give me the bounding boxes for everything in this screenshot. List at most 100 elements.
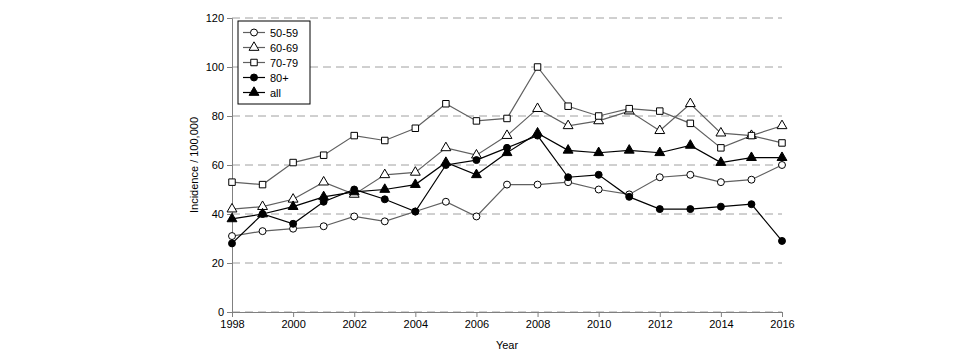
plot: 1998200020022004200620082010201220142016…	[206, 12, 795, 330]
marker	[655, 147, 665, 156]
tick-mark	[415, 312, 416, 317]
marker	[594, 147, 604, 156]
tick-mark	[476, 312, 477, 317]
marker	[473, 118, 479, 124]
grid-line	[232, 18, 782, 19]
marker	[441, 142, 451, 151]
marker	[381, 196, 388, 203]
x-axis-title: Year	[496, 339, 519, 351]
marker	[655, 125, 665, 134]
marker	[259, 181, 265, 187]
legend: 50-5960-6970-7980+all	[238, 21, 310, 104]
tick-mark	[538, 312, 539, 317]
tick: 2014	[709, 312, 733, 330]
series-line	[232, 104, 782, 209]
marker	[656, 206, 663, 213]
marker	[656, 174, 663, 181]
tick-mark	[293, 312, 294, 317]
tick-mark	[227, 165, 232, 166]
marker	[563, 145, 573, 154]
marker	[563, 120, 573, 129]
tick-label: 60	[212, 159, 224, 171]
marker	[259, 228, 266, 235]
series-line	[232, 165, 782, 236]
legend-label: 50-59	[270, 27, 298, 39]
tick-mark	[227, 312, 232, 313]
tick: 0	[218, 306, 232, 318]
tick-label: 100	[206, 61, 224, 73]
tick-label: 2000	[281, 318, 305, 330]
legend-marker	[251, 59, 257, 65]
marker	[595, 113, 601, 119]
marker	[687, 206, 694, 213]
marker	[412, 208, 419, 215]
tick: 2002	[342, 312, 366, 330]
marker	[382, 137, 388, 143]
tick: 60	[212, 159, 232, 171]
marker	[595, 186, 602, 193]
grid-line	[232, 263, 782, 264]
marker	[748, 201, 755, 208]
tick-label: 120	[206, 12, 224, 24]
marker	[349, 186, 359, 195]
tick: 2004	[404, 312, 428, 330]
marker	[748, 132, 754, 138]
marker	[258, 208, 268, 217]
tick-label: 2012	[648, 318, 672, 330]
tick-label: 1998	[220, 318, 244, 330]
tick-mark	[599, 312, 600, 317]
legend-label: 60-69	[270, 42, 298, 54]
marker	[624, 145, 634, 154]
marker	[290, 220, 297, 227]
tick-mark	[227, 263, 232, 264]
grid-line	[232, 165, 782, 166]
axis-line	[227, 19, 233, 313]
marker	[229, 179, 235, 185]
marker	[442, 198, 449, 205]
tick: 2006	[465, 312, 489, 330]
legend-box	[238, 21, 310, 104]
marker	[777, 152, 787, 161]
marker	[716, 157, 726, 166]
marker	[718, 145, 724, 151]
marker	[410, 179, 420, 188]
grid	[232, 18, 782, 312]
marker	[685, 140, 695, 149]
tick: 2010	[587, 312, 611, 330]
tick: 120	[206, 12, 232, 24]
marker	[747, 152, 757, 161]
marker	[380, 169, 390, 178]
marker	[473, 213, 480, 220]
marker	[380, 184, 390, 193]
marker	[626, 193, 633, 200]
marker	[685, 98, 695, 107]
tick: 100	[206, 61, 232, 73]
marker	[748, 176, 755, 183]
grid-line	[232, 214, 782, 215]
tick-mark	[782, 312, 783, 317]
marker	[533, 127, 543, 136]
marker	[229, 240, 236, 247]
tick: 2000	[281, 312, 305, 330]
marker	[443, 101, 449, 107]
tick-label: 0	[218, 306, 224, 318]
grid-line	[232, 67, 782, 68]
marker	[229, 233, 236, 240]
marker	[626, 105, 632, 111]
tick-label: 2010	[587, 318, 611, 330]
legend-marker	[251, 74, 258, 81]
series-line	[232, 136, 782, 244]
tick-mark	[660, 312, 661, 317]
marker	[412, 208, 419, 215]
marker	[534, 181, 541, 188]
marker	[319, 191, 329, 200]
marker	[565, 103, 571, 109]
tick: 2012	[648, 312, 672, 330]
marker	[777, 120, 787, 129]
x-axis: 1998200020022004200620082010201220142016	[220, 312, 794, 330]
marker	[779, 140, 785, 146]
tick-label: 2006	[465, 318, 489, 330]
tick: 20	[212, 257, 232, 269]
marker	[624, 105, 634, 114]
marker	[595, 171, 602, 178]
